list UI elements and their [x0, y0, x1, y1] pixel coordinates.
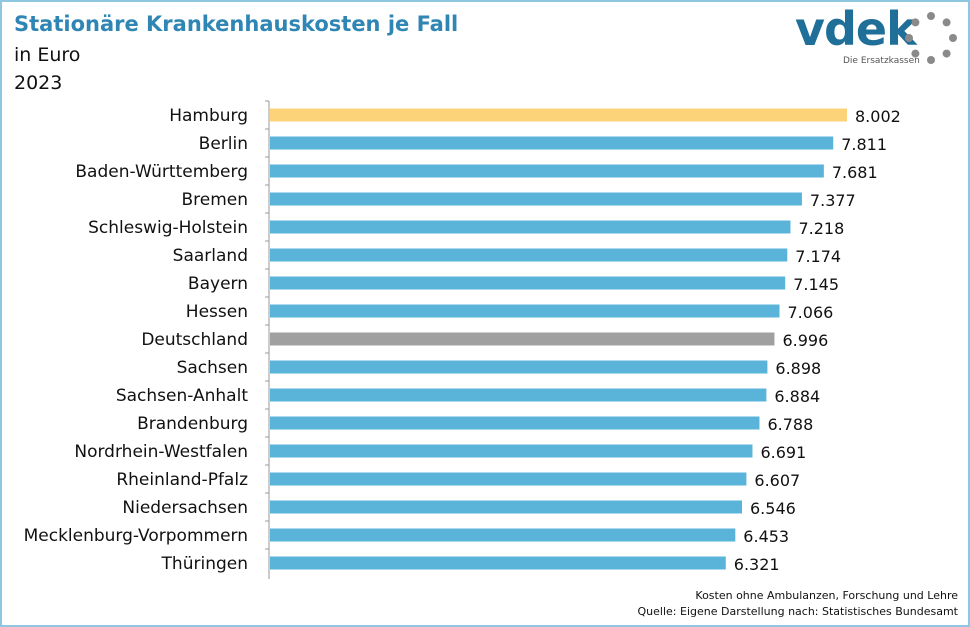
bar-deutschland	[270, 332, 775, 346]
category-label-sachsen-anhalt: Sachsen-Anhalt	[116, 386, 248, 406]
logo-tagline: Die Ersatzkassen	[843, 56, 920, 66]
bar-berlin	[270, 136, 834, 150]
value-labels: 8.002 7.811 7.681 7.377 7.218 7.174 7.145 7.066…	[734, 107, 901, 574]
chart-unit: in Euro	[14, 44, 81, 66]
value-label-hamburg: 8.002	[855, 107, 901, 126]
category-label-bayern: Bayern	[188, 274, 248, 294]
value-label-sachsen-anhalt: 6.884	[774, 387, 820, 406]
bar-bayern	[270, 276, 786, 290]
value-label-mecklenburg-vorpommern: 6.453	[743, 527, 789, 546]
value-label-rheinland-pfalz: 6.607	[754, 471, 800, 490]
value-label-saarland: 7.174	[795, 247, 841, 266]
value-label-deutschland: 6.996	[782, 331, 828, 350]
category-label-thueringen: Thüringen	[161, 554, 248, 574]
category-label-hamburg: Hamburg	[169, 106, 248, 126]
bar-brandenburg	[270, 416, 760, 430]
bar-hamburg	[270, 108, 847, 122]
value-label-niedersachsen: 6.546	[750, 499, 796, 518]
bar-schleswig-holstein	[270, 220, 791, 234]
bar-nordrhein-westfalen	[270, 444, 753, 458]
bars-group	[270, 108, 847, 570]
value-label-thueringen: 6.321	[734, 555, 780, 574]
value-label-berlin: 7.811	[841, 135, 887, 154]
category-label-niedersachsen: Niedersachsen	[122, 498, 248, 518]
category-label-sachsen: Sachsen	[177, 358, 248, 378]
bar-bremen	[270, 192, 802, 206]
value-label-bayern: 7.145	[793, 275, 839, 294]
category-axis-ticks	[265, 100, 269, 550]
bar-rheinland-pfalz	[270, 472, 747, 486]
value-label-brandenburg: 6.788	[767, 415, 813, 434]
footnote: Kosten ohne Ambulanzen, Forschung und Le…	[695, 589, 958, 602]
category-label-nordrhein-westfalen: Nordrhein-Westfalen	[74, 442, 248, 462]
category-label-berlin: Berlin	[199, 134, 248, 154]
bar-sachsen	[270, 360, 768, 374]
category-label-rheinland-pfalz: Rheinland-Pfalz	[116, 470, 248, 490]
category-label-deutschland: Deutschland	[141, 330, 248, 350]
category-label-brandenburg: Brandenburg	[137, 414, 248, 434]
logo-ring-icon	[905, 12, 957, 64]
bar-niedersachsen	[270, 500, 743, 514]
bar-mecklenburg-vorpommern	[270, 528, 736, 542]
category-label-baden-wuerttemberg: Baden-Württemberg	[75, 162, 248, 182]
value-label-hessen: 7.066	[788, 303, 834, 322]
value-label-baden-wuerttemberg: 7.681	[832, 163, 878, 182]
category-labels: Hamburg Berlin Baden-Württemberg Bremen Schl…	[24, 106, 249, 574]
category-label-saarland: Saarland	[173, 246, 248, 266]
bar-sachsen-anhalt	[270, 388, 767, 402]
bar-thueringen	[270, 556, 726, 570]
bar-saarland	[270, 248, 788, 262]
value-label-sachsen: 6.898	[775, 359, 821, 378]
source-note: Quelle: Eigene Darstellung nach: Statist…	[637, 605, 958, 618]
category-label-bremen: Bremen	[181, 190, 248, 210]
category-label-hessen: Hessen	[186, 302, 248, 322]
vdek-logo: vdek Die Ersatzkassen	[795, 2, 965, 70]
value-label-bremen: 7.377	[810, 191, 856, 210]
logo-wordmark: vdek	[795, 2, 917, 56]
category-label-schleswig-holstein: Schleswig-Holstein	[88, 218, 248, 238]
value-label-schleswig-holstein: 7.218	[798, 219, 844, 238]
chart-title: Stationäre Krankenhauskosten je Fall	[14, 12, 459, 36]
bar-baden-wuerttemberg	[270, 164, 824, 178]
bar-hessen	[270, 304, 780, 318]
category-label-mecklenburg-vorpommern: Mecklenburg-Vorpommern	[24, 526, 248, 546]
chart-year: 2023	[14, 72, 63, 94]
value-label-nordrhein-westfalen: 6.691	[760, 443, 806, 462]
